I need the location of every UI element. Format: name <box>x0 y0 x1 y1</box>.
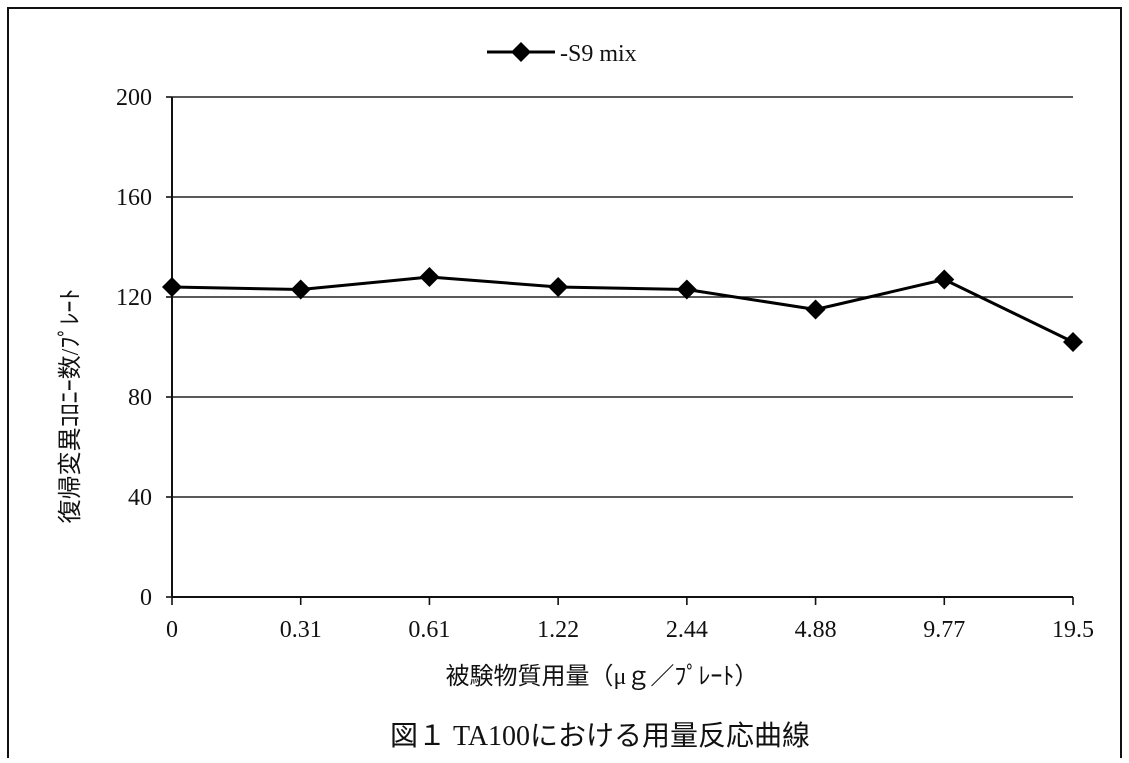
legend-label-s9-mix: -S9 mix <box>560 41 637 67</box>
data-point-19.5 <box>1063 332 1083 352</box>
x-axis-title: 被験物質用量（μｇ／ﾌﾟﾚｰﾄ） <box>446 663 759 690</box>
gridlines <box>172 96 1073 498</box>
data-point-1.22 <box>548 277 569 297</box>
x-tick-label-6: 9.77 <box>923 617 965 643</box>
x-tick-label-3: 1.22 <box>537 617 579 643</box>
y-tick-label-40: 40 <box>128 485 152 511</box>
y-tick-labels: 0 40 80 120 160 200 <box>116 85 152 611</box>
y-tick-label-120: 120 <box>116 285 152 311</box>
x-tick-label-7: 19.5 <box>1052 617 1094 643</box>
x-tick-labels: 0 0.31 0.61 1.22 2.44 4.88 9.77 19.5 <box>166 617 1094 643</box>
axes <box>166 96 1074 605</box>
data-point-0 <box>162 277 182 297</box>
series-s9-mix <box>162 267 1083 352</box>
x-tick-label-0: 0 <box>166 617 178 643</box>
y-tick-label-160: 160 <box>116 185 152 211</box>
data-point-0.61 <box>419 267 440 287</box>
y-axis-title: 復帰変異ｺﾛﾆｰ数/ﾌﾟﾚｰﾄ <box>57 289 84 524</box>
legend: -S9 mix <box>487 41 637 67</box>
data-point-2.44 <box>676 279 697 300</box>
x-tick-label-2: 0.61 <box>408 617 450 643</box>
series-line-0 <box>171 275 1074 344</box>
x-tick-label-5: 4.88 <box>795 617 837 643</box>
figure-caption: 図１ TA100における用量反応曲線 <box>390 720 810 752</box>
data-point-9.77 <box>934 269 955 290</box>
chart-frame <box>7 7 1122 761</box>
y-tick-label-0: 0 <box>140 585 152 611</box>
y-tick-label-80: 80 <box>128 385 152 411</box>
y-tick-label-200: 200 <box>116 85 152 111</box>
data-point-0.31 <box>290 279 311 300</box>
data-point-4.88 <box>805 299 826 320</box>
x-tick-label-4: 2.44 <box>666 617 708 643</box>
x-tick-label-1: 0.31 <box>280 617 322 643</box>
legend-diamond-marker <box>511 42 531 62</box>
